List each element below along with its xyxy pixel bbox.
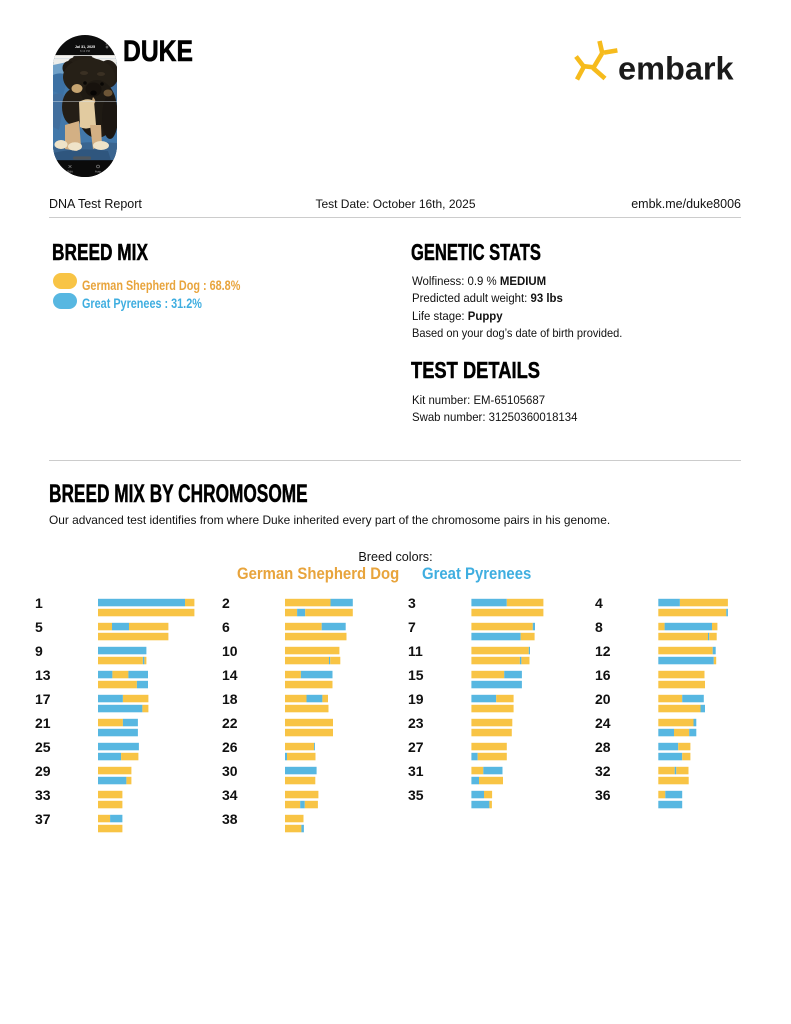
svg-text:embark: embark bbox=[618, 51, 735, 85]
svg-text:Edit: Edit bbox=[67, 170, 72, 174]
svg-text:Auto: Auto bbox=[95, 170, 102, 174]
svg-text:6:13 PM: 6:13 PM bbox=[80, 49, 91, 53]
svg-text:Jul 31, 2025: Jul 31, 2025 bbox=[75, 45, 95, 49]
